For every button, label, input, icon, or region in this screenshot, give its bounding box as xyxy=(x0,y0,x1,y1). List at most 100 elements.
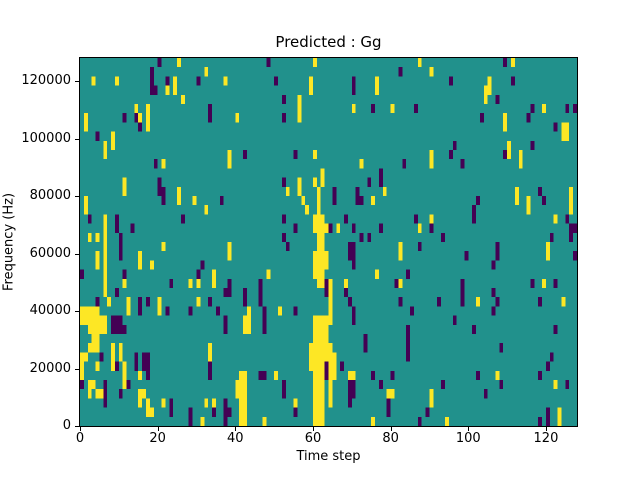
heatmap-cell-purple xyxy=(219,196,224,206)
heatmap-cell-yellow xyxy=(429,389,434,399)
heatmap-cell-purple xyxy=(359,232,364,242)
heatmap-cell-purple xyxy=(332,196,337,206)
heatmap-cell-purple xyxy=(371,104,376,114)
y-tick-mark xyxy=(75,311,79,312)
heatmap-cell-purple xyxy=(499,343,504,353)
heatmap-cell-purple xyxy=(212,407,216,417)
heatmap-cell-purple xyxy=(351,85,356,95)
x-tick-mark xyxy=(235,427,237,431)
heatmap-cell-yellow xyxy=(177,186,181,196)
heatmap-cell-yellow xyxy=(557,416,562,426)
heatmap-cell-purple xyxy=(208,361,213,371)
heatmap-cell-purple xyxy=(491,260,496,270)
heatmap-cell-yellow xyxy=(386,389,391,399)
heatmap-cell-yellow xyxy=(297,113,302,123)
heatmap-cell-yellow xyxy=(103,214,108,224)
heatmap-cell-yellow xyxy=(297,177,302,187)
heatmap-cell-purple xyxy=(344,214,348,224)
heatmap-cell-purple xyxy=(169,278,174,288)
heatmap-cell-yellow xyxy=(208,352,213,362)
heatmap-cell-yellow xyxy=(239,380,244,390)
heatmap-cell-yellow xyxy=(111,131,115,141)
heatmap-cell-purple xyxy=(491,288,496,298)
heatmap-cell-yellow xyxy=(320,352,325,362)
heatmap-cell-yellow xyxy=(204,67,209,77)
heatmap-cell-yellow xyxy=(122,380,127,390)
heatmap-cell-yellow xyxy=(324,334,329,344)
heatmap-cell-yellow xyxy=(114,76,119,86)
heatmap-cell-yellow xyxy=(262,416,267,426)
heatmap-cell-purple xyxy=(153,159,158,169)
heatmap-cell-purple xyxy=(281,177,286,187)
heatmap-cell-yellow xyxy=(375,269,379,279)
heatmap-cell-purple xyxy=(157,186,162,196)
heatmap-cell-yellow xyxy=(103,324,108,334)
heatmap-cell-yellow xyxy=(204,398,209,408)
heatmap-cell-yellow xyxy=(371,416,376,426)
heatmap-cell-purple xyxy=(553,122,558,132)
heatmap-cell-purple xyxy=(324,370,329,380)
heatmap-cell-purple xyxy=(530,140,535,150)
heatmap-cell-yellow xyxy=(324,251,329,261)
heatmap-cell-yellow xyxy=(95,389,100,399)
heatmap-cell-yellow xyxy=(309,361,313,371)
heatmap-cell-yellow xyxy=(83,315,88,325)
heatmap-cell-yellow xyxy=(246,306,251,316)
heatmap-cell-yellow xyxy=(138,251,143,261)
heatmap-cell-purple xyxy=(281,113,286,123)
x-tick-mark xyxy=(312,427,314,431)
heatmap-cell-yellow xyxy=(146,122,150,132)
heatmap-cell-yellow xyxy=(87,324,92,334)
heatmap-cell-purple xyxy=(378,223,383,233)
heatmap-cell-purple xyxy=(95,131,100,141)
heatmap-cell-purple xyxy=(460,278,465,288)
heatmap-cell-purple xyxy=(398,297,403,307)
heatmap-cell-yellow xyxy=(542,278,546,288)
heatmap-cell-yellow xyxy=(316,334,321,344)
heatmap-cell-purple xyxy=(553,278,558,288)
heatmap-cell-yellow xyxy=(312,315,317,325)
heatmap-cell-yellow xyxy=(312,223,317,233)
heatmap-cell-yellow xyxy=(285,186,290,196)
heatmap-cell-yellow xyxy=(99,324,104,334)
heatmap-cell-yellow xyxy=(91,334,96,344)
heatmap-cell-purple xyxy=(398,67,403,77)
heatmap-cell-purple xyxy=(499,380,504,390)
heatmap-cell-purple xyxy=(223,315,228,325)
heatmap-cell-yellow xyxy=(316,269,321,279)
x-tick-mark xyxy=(80,427,81,431)
heatmap-cell-yellow xyxy=(138,113,143,123)
heatmap-cell-yellow xyxy=(328,361,333,371)
heatmap-cell-purple xyxy=(452,315,457,325)
heatmap-cell-yellow xyxy=(83,205,88,215)
heatmap-cell-purple xyxy=(351,389,356,399)
heatmap-cell-purple xyxy=(495,242,500,252)
heatmap-cell-yellow xyxy=(142,389,147,399)
heatmap-cell-yellow xyxy=(417,58,422,68)
heatmap-cell-yellow xyxy=(320,278,325,288)
heatmap-cell-yellow xyxy=(309,76,313,86)
x-tick-mark xyxy=(157,427,159,431)
heatmap-cell-yellow xyxy=(312,416,317,426)
heatmap-cell-purple xyxy=(542,196,546,206)
heatmap-cell-yellow xyxy=(239,389,244,399)
heatmap-cell-purple xyxy=(258,278,263,288)
heatmap-cell-purple xyxy=(351,251,356,261)
heatmap-cell-yellow xyxy=(246,324,251,334)
heatmap-cell-yellow xyxy=(316,205,321,215)
heatmap-cell-purple xyxy=(479,113,484,123)
heatmap-cell-purple xyxy=(118,242,123,252)
heatmap-cell-purple xyxy=(347,398,352,408)
heatmap-cell-purple xyxy=(464,251,469,261)
heatmap-cell-yellow xyxy=(545,242,550,252)
heatmap-cell-yellow xyxy=(328,343,333,353)
heatmap-cell-yellow xyxy=(324,315,329,325)
heatmap-cell-yellow xyxy=(103,288,108,298)
heatmap-cell-purple xyxy=(114,214,119,224)
heatmap-cell-yellow xyxy=(557,407,562,417)
heatmap-cell-yellow xyxy=(204,205,209,215)
heatmap-cell-yellow xyxy=(87,343,92,353)
heatmap-cell-yellow xyxy=(177,196,181,206)
heatmap-cell-purple xyxy=(503,58,508,68)
heatmap-cell-yellow xyxy=(328,398,333,408)
